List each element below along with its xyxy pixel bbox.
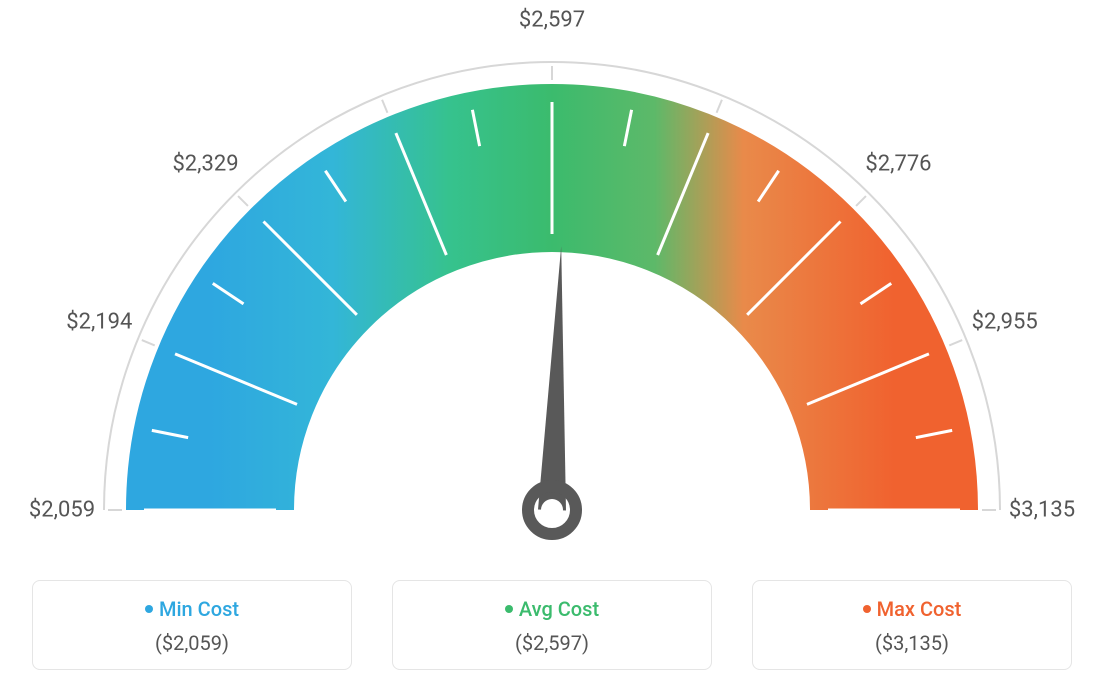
- legend-avg-value: ($2,597): [403, 631, 701, 655]
- legend-card-min: Min Cost ($2,059): [32, 580, 352, 670]
- dot-icon: [145, 605, 153, 613]
- legend-row: Min Cost ($2,059) Avg Cost ($2,597) Max …: [0, 580, 1104, 670]
- legend-avg-title: Avg Cost: [403, 597, 701, 621]
- gauge-tick-label: $2,329: [172, 151, 238, 176]
- legend-max-title: Max Cost: [763, 597, 1061, 621]
- legend-max-value: ($3,135): [763, 631, 1061, 655]
- dot-icon: [505, 605, 513, 613]
- legend-max-label: Max Cost: [877, 597, 962, 621]
- gauge-chart: $2,059 $2,194 $2,329 $2,597 $2,776 $2,955 $3,1…: [0, 0, 1104, 560]
- legend-min-label: Min Cost: [159, 597, 239, 621]
- dot-icon: [863, 605, 871, 613]
- legend-card-max: Max Cost ($3,135): [752, 580, 1072, 670]
- gauge-tick-label: $3,135: [1009, 498, 1075, 523]
- gauge-svg: [0, 0, 1104, 560]
- legend-min-value: ($2,059): [43, 631, 341, 655]
- gauge-tick-label: $2,776: [865, 151, 931, 176]
- gauge-tick-label: $2,597: [519, 8, 585, 33]
- gauge-tick-label: $2,194: [66, 310, 132, 335]
- legend-min-title: Min Cost: [43, 597, 341, 621]
- legend-card-avg: Avg Cost ($2,597): [392, 580, 712, 670]
- gauge-tick-label: $2,955: [972, 310, 1038, 335]
- gauge-tick-label: $2,059: [29, 498, 95, 523]
- legend-avg-label: Avg Cost: [519, 597, 599, 621]
